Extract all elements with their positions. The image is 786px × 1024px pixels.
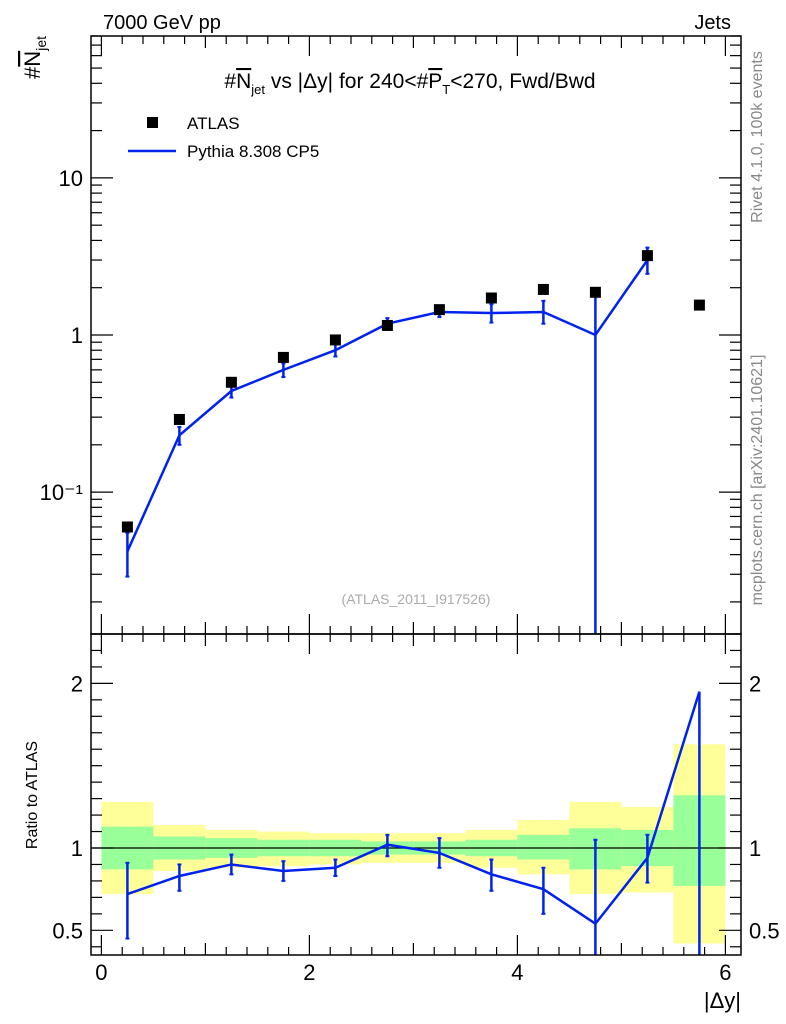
- main-y-axis-label: #Njet: [20, 36, 49, 79]
- x-tick-label: 6: [719, 960, 731, 985]
- atlas-data-point: [485, 292, 497, 304]
- title-middle: vs |Δy| for 240<#: [265, 70, 429, 93]
- atlas-data-point: [329, 334, 341, 346]
- energy-label: 7000 GeV pp: [103, 12, 221, 34]
- main-y-tick-label: 10: [59, 166, 83, 191]
- atlas-data-point: [641, 250, 653, 262]
- rivet-label: Rivet 4.1.0, 100k events: [749, 51, 766, 223]
- main-y-tick-label: 10⁻¹: [40, 480, 83, 505]
- ratio-y-tick-label-right: 1: [749, 836, 761, 861]
- atlas-data-point: [381, 319, 393, 331]
- ratio-band-inner: [517, 834, 570, 860]
- ratio-y-tick-label-right: 0.5: [749, 918, 780, 943]
- x-tick-label: 0: [95, 960, 107, 985]
- x-axis-label: |Δy|: [704, 988, 741, 1013]
- atlas-data-point: [225, 376, 237, 388]
- ylabel-n: N: [20, 51, 45, 67]
- atlas-data-point: [537, 283, 549, 295]
- title-hash-1: #: [224, 70, 236, 93]
- atlas-data-point: [433, 304, 445, 316]
- mc-line: [126, 259, 649, 552]
- atlas-data-point: [693, 299, 705, 311]
- title-p: P: [428, 70, 442, 93]
- source-label: mcplots.cern.ch [arXiv:2401.10621]: [749, 355, 766, 606]
- legend: ATLAS Pythia 8.308 CP5: [128, 114, 319, 161]
- ratio-y-tick-label-left: 2: [71, 671, 83, 696]
- title-n: N: [236, 70, 251, 93]
- ratio-y-axis-label: Ratio to ATLAS: [24, 741, 41, 849]
- atlas-data-point: [277, 351, 289, 363]
- title-t-sub: T: [442, 82, 450, 97]
- x-tick-label: 4: [511, 960, 523, 985]
- plot-title: #Njet vs |Δy| for 240<#PT<270, Fwd/Bwd: [224, 70, 595, 97]
- legend-atlas-label: ATLAS: [187, 114, 240, 133]
- main-panel: 10⁻¹ 1 10: [40, 35, 742, 635]
- atlas-data-point: [589, 286, 601, 298]
- legend-mc-label: Pythia 8.308 CP5: [187, 142, 319, 161]
- ylabel-hash: #: [20, 66, 45, 79]
- atlas-data-point: [173, 413, 185, 425]
- ratio-y-tick-label-left: 0.5: [52, 918, 83, 943]
- legend-atlas-marker: [147, 117, 158, 128]
- ratio-mc-line: [126, 691, 701, 926]
- x-tick-label: 2: [303, 960, 315, 985]
- atlas-data-point: [121, 521, 133, 533]
- ratio-y-tick-label-right: 2: [749, 671, 761, 696]
- ylabel-jet-sub: jet: [33, 36, 49, 52]
- ratio-panel: 0.5 0.5 1 1 2 2 0 2 4 6: [52, 633, 780, 985]
- ratio-frame: [90, 633, 742, 956]
- analysis-watermark: (ATLAS_2011_I917526): [342, 591, 491, 607]
- title-end: <270, Fwd/Bwd: [450, 70, 595, 93]
- ratio-y-tick-label-left: 1: [71, 836, 83, 861]
- main-y-tick-label: 1: [71, 323, 83, 348]
- title-jet-sub: jet: [250, 82, 265, 97]
- process-label: Jets: [694, 12, 731, 34]
